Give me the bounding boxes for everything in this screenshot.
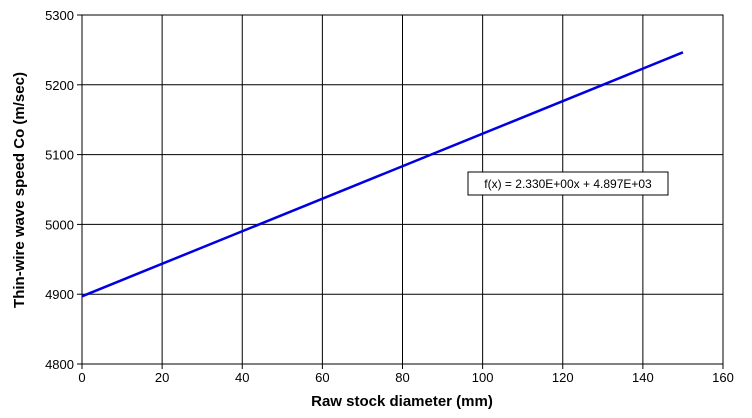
x-tick-label: 60 (315, 370, 329, 385)
x-tick-label: 160 (712, 370, 734, 385)
x-tick-label: 20 (155, 370, 169, 385)
y-tick-label: 5300 (45, 8, 74, 23)
y-tick-label: 4800 (45, 357, 74, 372)
annotation: f(x) = 2.330E+00x + 4.897E+03 (484, 177, 652, 191)
x-tick-label: 40 (235, 370, 249, 385)
x-tick-label: 80 (395, 370, 409, 385)
y-tick-label: 5100 (45, 148, 74, 163)
x-tick-label: 100 (472, 370, 494, 385)
x-tick-label: 140 (632, 370, 654, 385)
y-axis-label: Thin-wire wave speed Co (m/sec) (11, 72, 28, 308)
y-tick-label: 5200 (45, 78, 74, 93)
y-tick-label: 4900 (45, 287, 74, 302)
annotation-box (467, 171, 669, 196)
data-line (81, 51, 684, 298)
x-tick-label: 120 (552, 370, 574, 385)
x-tick-label: 0 (78, 370, 85, 385)
y-tick-label: 5000 (45, 217, 74, 232)
x-axis-label: Raw stock diameter (mm) (311, 393, 493, 410)
